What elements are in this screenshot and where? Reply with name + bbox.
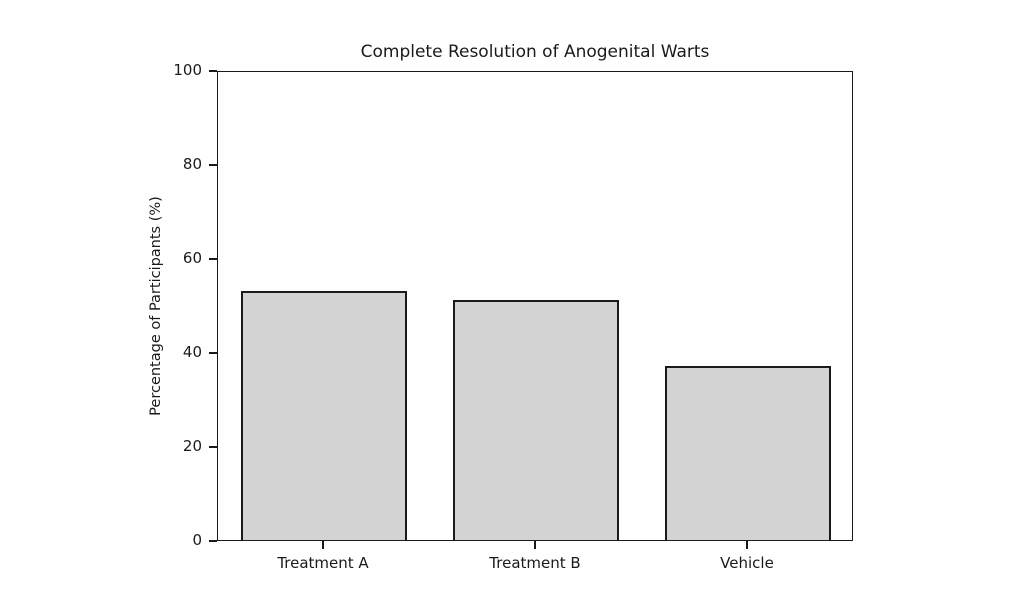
y-tick-label: 20 — [182, 437, 202, 456]
bar-treatment-b — [453, 300, 619, 540]
x-tick-mark — [322, 541, 324, 549]
bar-treatment-a — [241, 290, 407, 540]
x-tick-label: Vehicle — [720, 554, 774, 572]
bar-vehicle — [665, 366, 831, 540]
x-tick-mark — [534, 541, 536, 549]
y-tick-mark — [209, 446, 217, 448]
chart-title: Complete Resolution of Anogenital Warts — [360, 42, 710, 62]
y-tick-label: 100 — [173, 61, 202, 80]
x-tick-mark — [746, 541, 748, 549]
x-axis-ticks: Treatment A Treatment B Vehicle — [217, 541, 853, 591]
y-tick-mark — [209, 70, 217, 72]
y-tick-label: 0 — [192, 531, 202, 550]
y-tick-label: 80 — [182, 155, 202, 174]
x-tick-label: Treatment A — [277, 554, 369, 572]
x-tick-label: Treatment B — [489, 554, 581, 572]
y-tick-label: 40 — [182, 343, 202, 362]
y-tick-mark — [209, 164, 217, 166]
plot-area — [217, 71, 853, 541]
y-tick-mark — [209, 258, 217, 260]
y-axis-ticks: 0 20 40 60 80 100 — [0, 61, 217, 549]
y-tick-mark — [209, 352, 217, 354]
y-tick-mark — [209, 540, 217, 542]
y-tick-label: 60 — [182, 249, 202, 268]
